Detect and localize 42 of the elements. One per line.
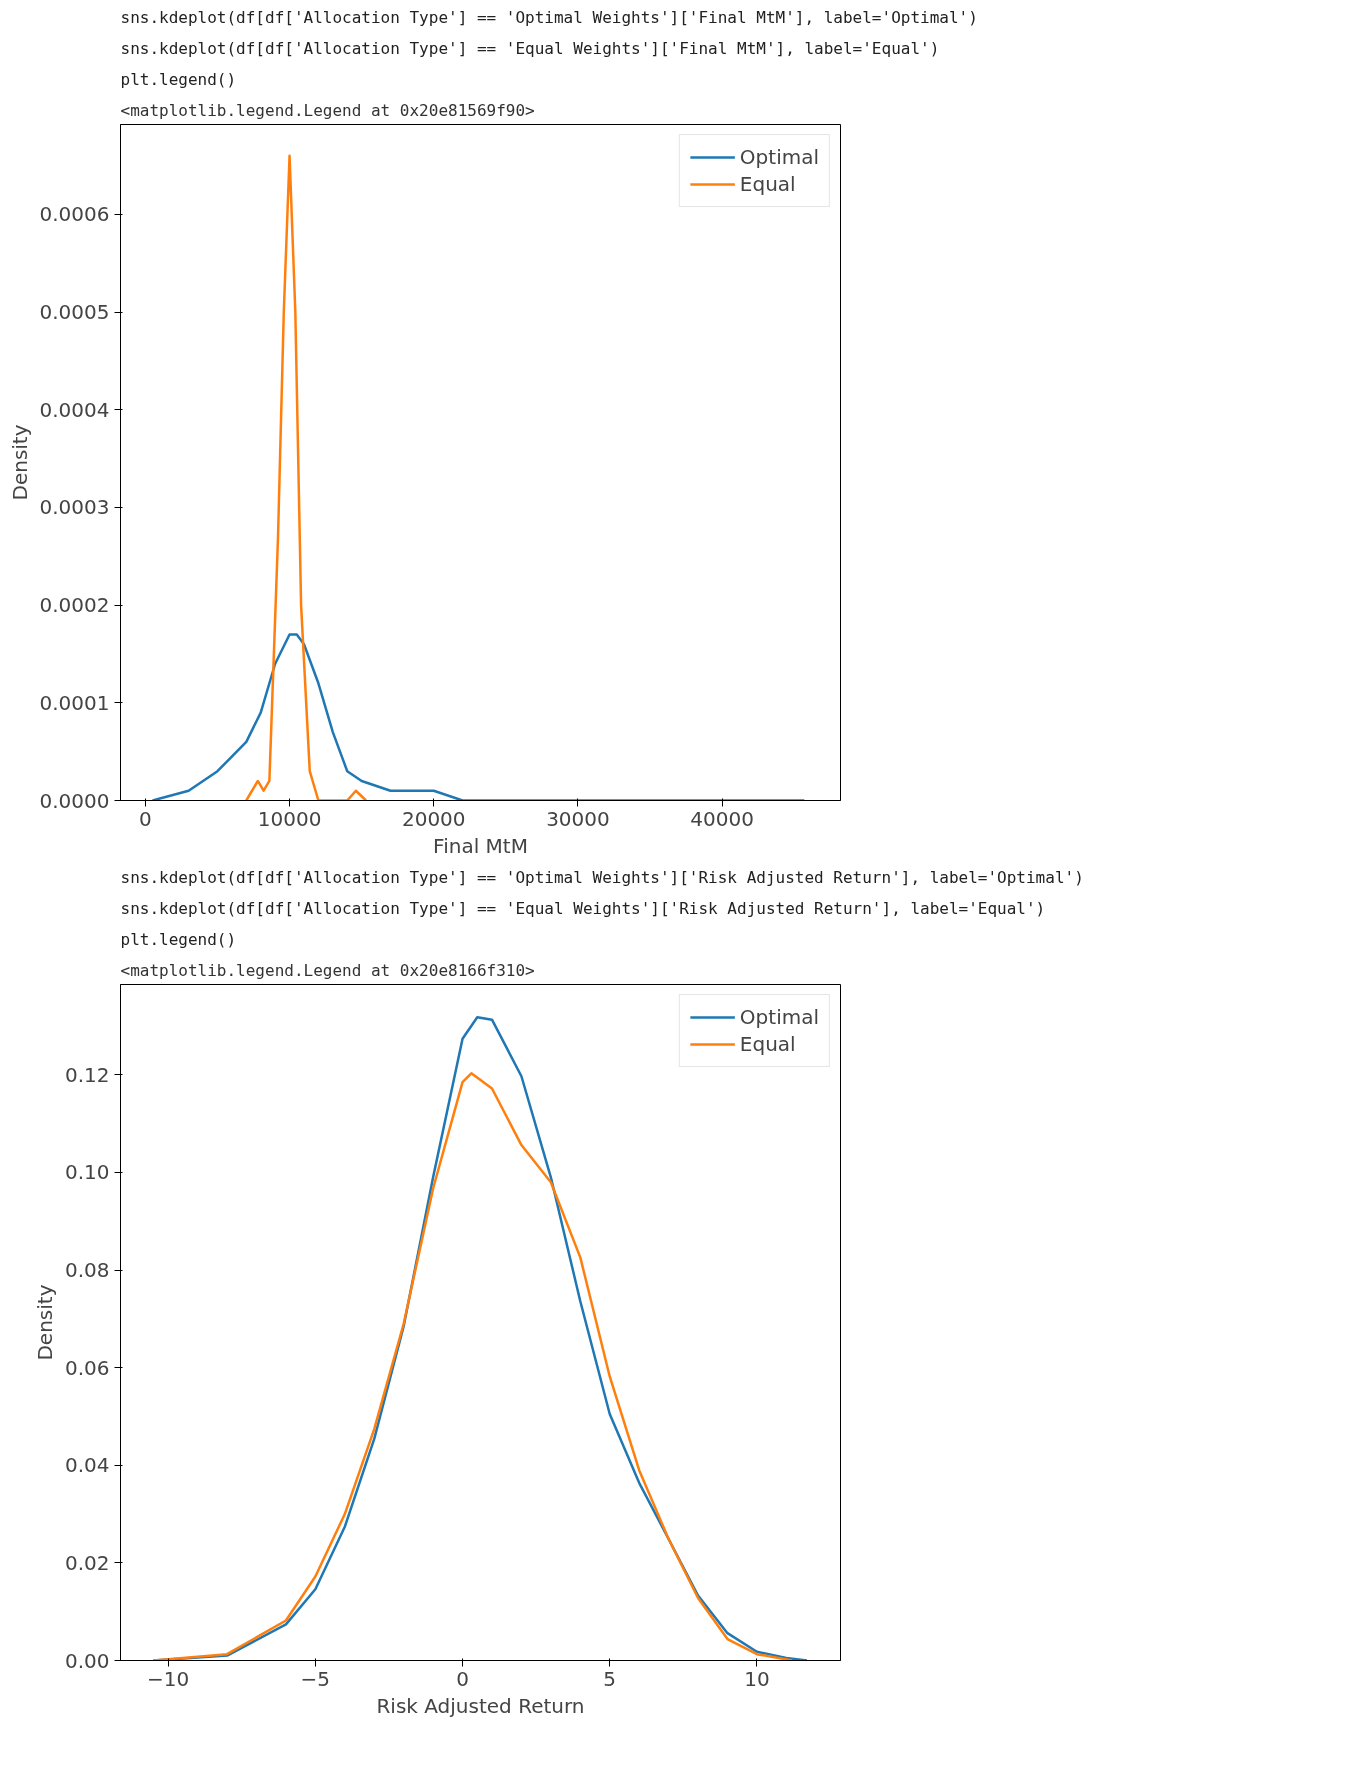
text: <matplotlib.legend.Legend at 0x20e8166f310> bbox=[120, 960, 535, 980]
y-tick-label: 0.0005 bbox=[39, 300, 110, 325]
y-tick-label: 0.10 bbox=[64, 1160, 110, 1185]
x-axis-title: Final MtM bbox=[433, 833, 528, 858]
y-tick-label: 0.06 bbox=[64, 1355, 110, 1380]
y-axis-title: Density bbox=[32, 1284, 57, 1361]
x-tick-label: 0 bbox=[139, 806, 152, 831]
line-series bbox=[245, 154, 368, 801]
x-tick-label: 5 bbox=[603, 1666, 617, 1691]
x-tick-label: −5 bbox=[300, 1666, 331, 1691]
x-tick-label: 20000 bbox=[401, 806, 466, 831]
y-tick-label: 0.04 bbox=[64, 1453, 110, 1478]
y-tick-label: 0.0001 bbox=[39, 690, 110, 715]
y-tick-label: 0.00 bbox=[64, 1648, 110, 1673]
y-tick-label: 0.0000 bbox=[39, 788, 110, 813]
x-tick-label: −10 bbox=[147, 1666, 190, 1691]
text: sns.kdeplot(df[df['Allocation Type'] == 'Equal Weights']['Final MtM'], label='Equal') bbox=[120, 38, 940, 58]
legend-label: Optimal bbox=[739, 145, 819, 169]
x-tick-label: 10000 bbox=[257, 806, 322, 831]
y-tick-label: 0.0003 bbox=[39, 495, 110, 520]
legend-label: Equal bbox=[739, 1032, 796, 1056]
x-axis-title: Risk Adjusted Return bbox=[376, 1693, 585, 1718]
y-tick-label: 0.0004 bbox=[39, 397, 110, 422]
text: <matplotlib.legend.Legend at 0x20e81569f90> bbox=[120, 100, 535, 120]
x-tick-label: 30000 bbox=[546, 806, 610, 831]
text: sns.kdeplot(df[df['Allocation Type'] == 'Optimal Weights']['Final MtM'], label='Optimal') bbox=[120, 7, 978, 27]
y-axis-title: Density bbox=[7, 424, 32, 501]
y-tick-label: 0.12 bbox=[64, 1062, 110, 1087]
y-tick-label: 0.08 bbox=[64, 1258, 110, 1283]
line-series bbox=[151, 633, 806, 801]
y-tick-label: 0.02 bbox=[64, 1550, 110, 1575]
y-tick-label: 0.0002 bbox=[39, 593, 110, 618]
x-tick-label: 10 bbox=[744, 1666, 770, 1691]
legend-label: Equal bbox=[739, 172, 796, 196]
legend-label: Optimal bbox=[739, 1005, 819, 1029]
text: plt.legend() bbox=[120, 929, 237, 949]
text: sns.kdeplot(df[df['Allocation Type'] == 'Optimal Weights']['Risk Adjusted Return'], label='Optimal') bbox=[120, 867, 1084, 887]
x-tick-label: 0 bbox=[456, 1666, 469, 1691]
text: sns.kdeplot(df[df['Allocation Type'] == 'Equal Weights']['Risk Adjusted Return'], label='Equal') bbox=[120, 898, 1046, 918]
y-tick-label: 0.0006 bbox=[39, 202, 110, 227]
x-tick-label: 40000 bbox=[690, 806, 754, 831]
text: plt.legend() bbox=[120, 69, 237, 89]
